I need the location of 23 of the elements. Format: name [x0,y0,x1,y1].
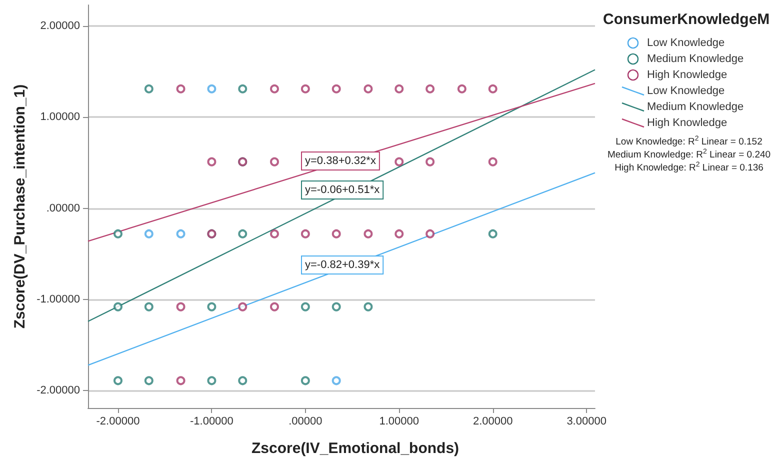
y-tick-label: .00000 [46,202,80,214]
x-tick-label: 1.00000 [379,416,420,428]
legend-label: High Knowledge [647,69,728,81]
legend-label: Low Knowledge [647,37,725,49]
annotation: y=0.38+0.32*x [305,155,376,167]
x-tick-label: 2.00000 [472,416,513,428]
legend-label: Medium Knowledge [647,101,744,113]
x-axis-title: Zscore(IV_Emotional_bonds) [252,440,460,457]
annotation: y=-0.06+0.51*x [305,184,380,196]
legend-label: Medium Knowledge [647,53,744,65]
legend-label: High Knowledge [647,117,728,129]
legend-label: Low Knowledge [647,85,725,97]
y-tick-label: 2.00000 [40,20,80,32]
x-tick-label: -2.00000 [96,416,140,428]
legend-title: ConsumerKnowledgeM [603,11,770,28]
x-tick-label: -1.00000 [190,416,234,428]
y-tick-label: -2.00000 [36,384,80,397]
x-tick-label: 3.00000 [566,416,606,428]
y-tick-label: -1.00000 [36,294,80,306]
x-tick-label: .00000 [288,416,322,428]
annotation: y=-0.82+0.39*x [305,259,380,271]
y-tick-label: 1.00000 [40,111,80,124]
y-axis-title: Zscore(DV_Purchase_intention_1) [12,84,28,329]
